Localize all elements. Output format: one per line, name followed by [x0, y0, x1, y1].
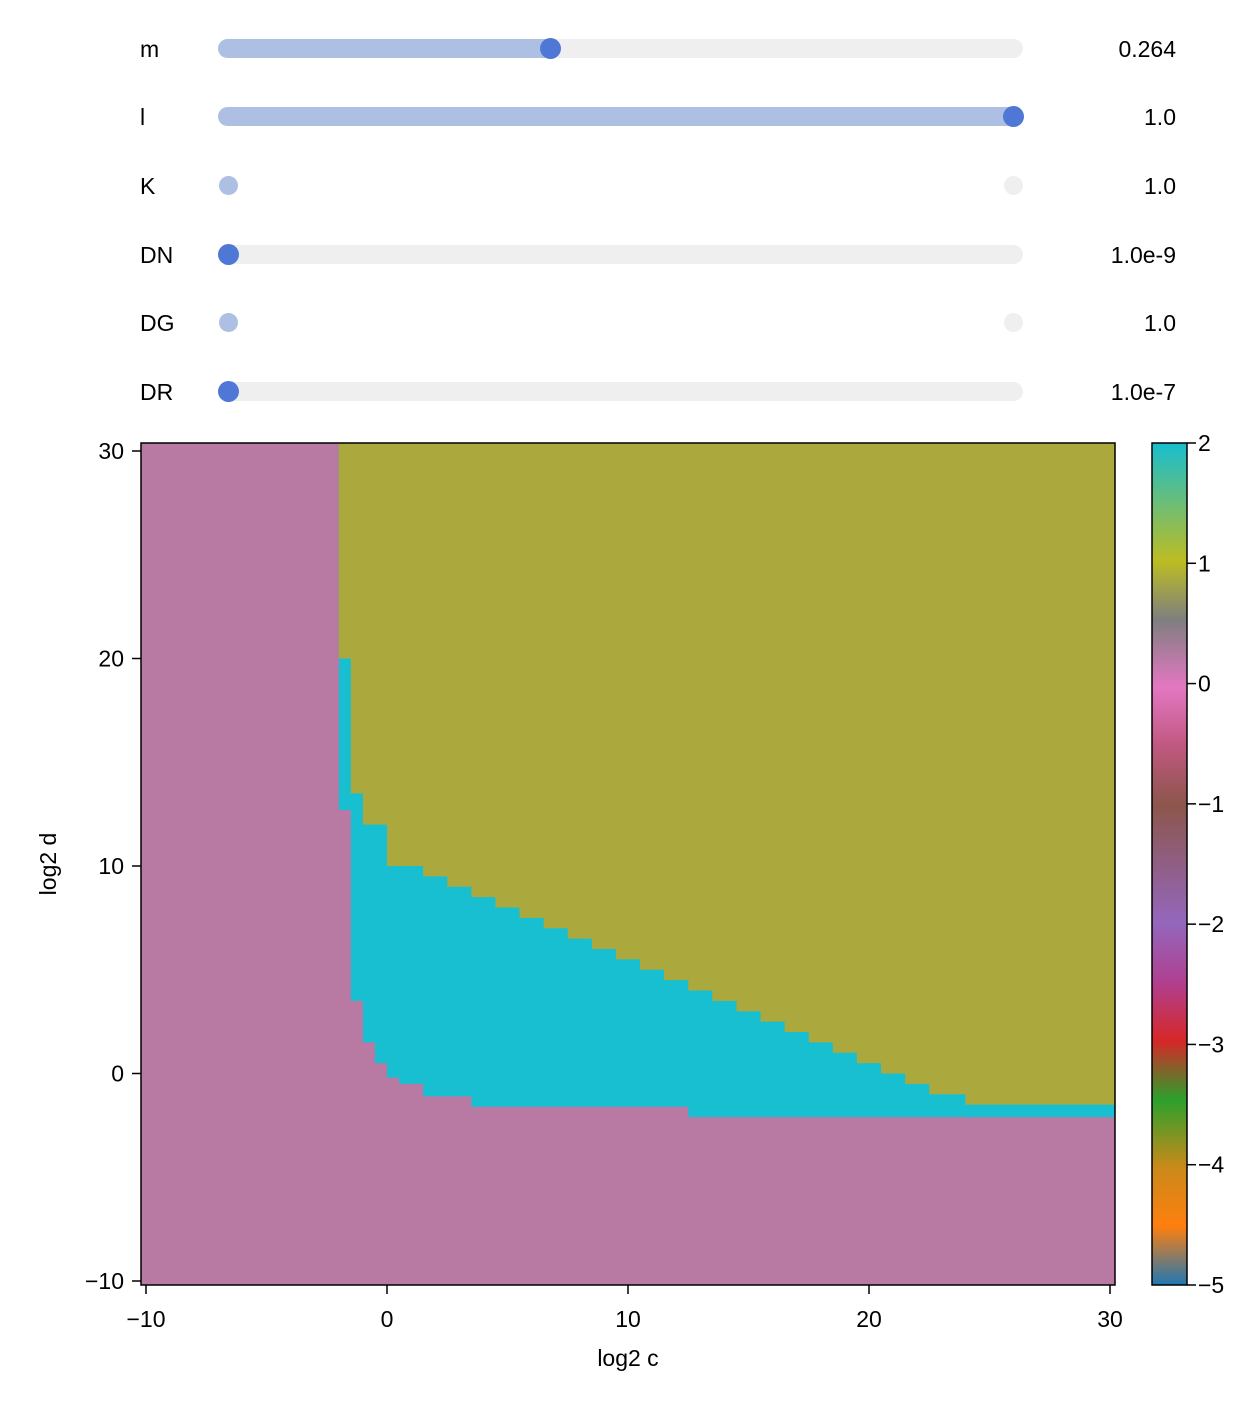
colorbar-axis: −5 −4 −3 −2 −1 0 1 2	[1187, 430, 1224, 1298]
x-tick-label: 20	[856, 1306, 882, 1332]
slider-value: 1.0	[1144, 104, 1176, 130]
slider-label: DR	[140, 379, 174, 405]
colorbar-tick-label: −5	[1198, 1272, 1224, 1298]
colorbar	[1151, 442, 1188, 1286]
slider-fill	[218, 107, 1023, 126]
slider-handle[interactable]	[219, 176, 238, 195]
slider-label: K	[140, 173, 156, 199]
slider-dr[interactable]	[218, 381, 1023, 402]
plot-area	[141, 443, 1115, 1285]
slider-label: DG	[140, 310, 175, 336]
slider-label: l	[140, 104, 146, 130]
x-tick-label: 0	[381, 1306, 394, 1332]
slider-track-end	[1004, 176, 1023, 195]
x-axis-label: log2 c	[597, 1345, 658, 1371]
slider-label: m	[140, 36, 160, 62]
slider-l[interactable]	[218, 106, 1024, 127]
y-tick-label: 0	[111, 1061, 124, 1087]
y-axis: −10 0 10 20 30	[85, 438, 141, 1294]
slider-row-dr: DR 1.0e-7	[0, 372, 1256, 412]
y-tick-label: −10	[85, 1268, 124, 1294]
slider-dg[interactable]	[218, 313, 1023, 332]
slider-handle[interactable]	[218, 244, 239, 265]
slider-row-dg: DG 1.0	[0, 303, 1256, 343]
slider-dn[interactable]	[218, 244, 1023, 265]
y-tick-label: 10	[98, 853, 124, 879]
slider-m[interactable]	[218, 38, 1023, 59]
slider-track-end	[1004, 313, 1023, 332]
colorbar-tick-label: 1	[1198, 550, 1211, 576]
colorbar-tick-label: 2	[1198, 430, 1211, 456]
colorbar-tick-label: 0	[1198, 671, 1211, 697]
slider-row-m: m 0.264	[0, 29, 1256, 69]
slider-fill	[218, 39, 560, 58]
x-tick-label: 10	[615, 1306, 641, 1332]
slider-handle[interactable]	[539, 38, 561, 59]
colorbar-tick-label: −3	[1198, 1031, 1224, 1057]
slider-value: 0.264	[1118, 36, 1176, 62]
slider-value: 1.0e-7	[1110, 379, 1176, 405]
slider-row-k: K 1.0	[0, 166, 1256, 206]
slider-handle[interactable]	[1003, 106, 1024, 127]
x-tick-label: −10	[126, 1306, 165, 1332]
colorbar-tick-label: −4	[1198, 1152, 1224, 1178]
slider-handle[interactable]	[218, 381, 239, 402]
colorbar-tick-label: −2	[1198, 911, 1224, 937]
y-axis-label: log2 d	[35, 833, 61, 896]
slider-handle[interactable]	[219, 313, 238, 332]
y-tick-label: 30	[98, 438, 124, 464]
slider-label: DN	[140, 242, 174, 268]
slider-row-l: l 1.0	[0, 97, 1256, 137]
slider-value: 1.0e-9	[1110, 242, 1176, 268]
slider-k[interactable]	[218, 176, 1023, 195]
region-high	[338, 443, 1115, 1105]
x-tick-label: 30	[1097, 1306, 1123, 1332]
colorbar-tick-label: −1	[1198, 791, 1224, 817]
x-axis: −10 0 10 20 30	[126, 1285, 1123, 1332]
slider-value: 1.0	[1144, 173, 1176, 199]
slider-value: 1.0	[1144, 310, 1176, 336]
y-tick-label: 20	[98, 646, 124, 672]
slider-row-dn: DN 1.0e-9	[0, 235, 1256, 275]
